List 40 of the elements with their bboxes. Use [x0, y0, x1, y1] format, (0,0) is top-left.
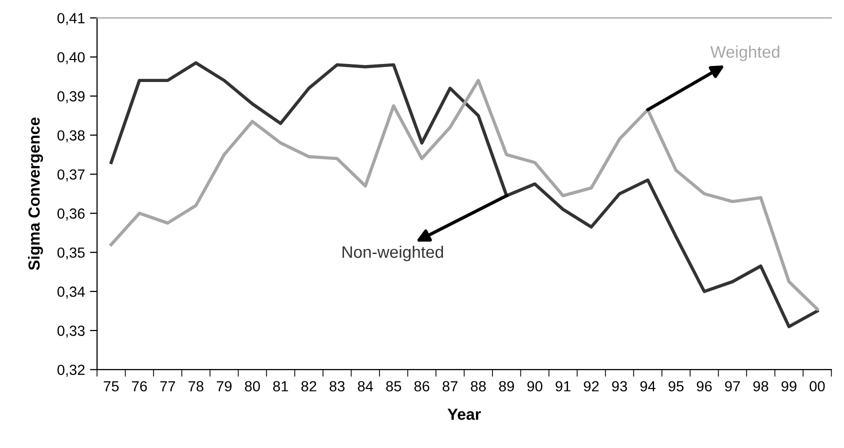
- x-tick-label: 88: [470, 381, 486, 392]
- x-tick-label: 99: [782, 381, 796, 392]
- x-tick-label: 96: [696, 381, 712, 392]
- x-tick-label: 82: [301, 381, 316, 392]
- x-tick-label: 00: [810, 381, 825, 392]
- x-axis-title: Year: [448, 408, 481, 420]
- y-tick-label: 0,40: [57, 52, 85, 64]
- text: Non-weighted: [342, 246, 443, 262]
- x-tick-label: 76: [132, 381, 147, 392]
- x-tick-label: 93: [612, 381, 627, 392]
- y-tick-label: 0,37: [57, 169, 85, 182]
- y-tick-label: 0,34: [57, 286, 85, 299]
- y-tick-label: 0,41: [57, 13, 85, 26]
- x-tick-label: 87: [442, 381, 458, 392]
- x-tick-label: 91: [556, 381, 570, 392]
- y-tick-label: 0,39: [57, 91, 85, 104]
- y-axis-title: Sigma Convergence: [28, 118, 43, 270]
- x-tick-label: 79: [216, 381, 232, 392]
- x-tick-label: 95: [668, 381, 684, 392]
- x-tick-label: 77: [160, 381, 176, 392]
- y-tick-label: 0,38: [57, 130, 85, 142]
- x-tick-label: 80: [244, 381, 260, 392]
- x-tick-label: 75: [104, 381, 119, 392]
- x-tick-label: 81: [273, 381, 288, 392]
- x-tick-label: 84: [358, 381, 374, 392]
- x-tick-label: 83: [330, 381, 345, 392]
- x-tick-label: 78: [188, 381, 204, 392]
- x-tick-label: 90: [527, 381, 542, 392]
- x-tick-label: 94: [640, 381, 656, 392]
- y-tick-label: 0,32: [57, 364, 85, 377]
- x-tick-label: 85: [386, 381, 402, 392]
- x-tick-label: 92: [584, 381, 599, 392]
- text: Weighted: [710, 46, 780, 62]
- x-tick-label: 97: [725, 381, 740, 392]
- x-tick-label: 98: [753, 381, 768, 392]
- y-tick-label: 0,33: [57, 326, 85, 338]
- y-tick-label: 0,36: [57, 208, 85, 220]
- x-tick-label: 86: [414, 381, 430, 392]
- x-tick-label: 89: [499, 381, 514, 392]
- y-tick-label: 0,35: [57, 247, 85, 260]
